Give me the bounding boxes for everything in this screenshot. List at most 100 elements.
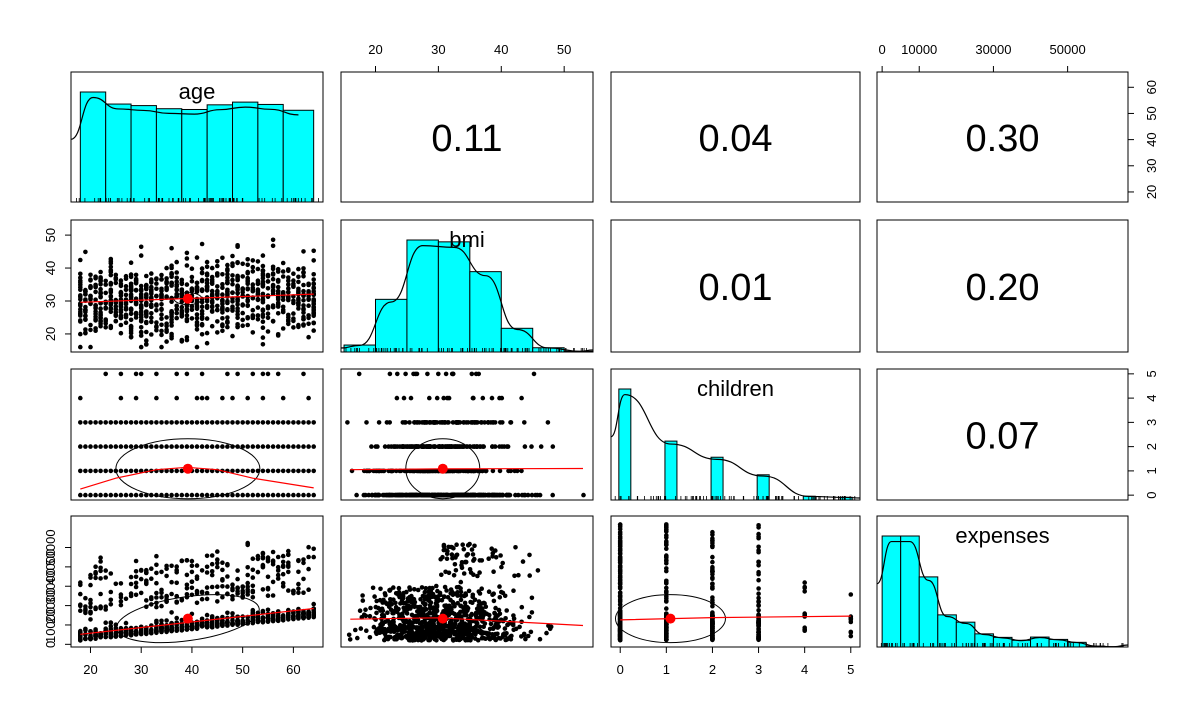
data-point	[270, 468, 276, 474]
data-point	[179, 304, 185, 310]
data-point	[164, 468, 169, 474]
data-point	[128, 307, 134, 313]
data-point	[184, 335, 190, 340]
data-point	[410, 468, 416, 474]
data-point	[189, 287, 195, 293]
data-point	[230, 277, 235, 283]
data-point	[286, 312, 291, 318]
data-point	[454, 468, 460, 474]
data-point	[108, 602, 114, 607]
data-point	[280, 571, 286, 577]
data-point	[189, 579, 195, 585]
data-point	[427, 585, 433, 591]
density-curve-expenses	[876, 540, 1129, 648]
data-point	[664, 634, 669, 639]
data-point	[149, 304, 154, 310]
data-point	[463, 628, 469, 634]
data-point	[444, 556, 450, 561]
data-point	[154, 395, 159, 401]
data-point	[133, 371, 139, 377]
data-point	[364, 420, 369, 425]
data-point	[422, 618, 427, 624]
data-point	[174, 284, 179, 289]
correlation-ellipse-children-expenses	[614, 594, 726, 644]
panel-frame-expenses-children	[610, 515, 861, 648]
data-point	[209, 288, 215, 294]
data-point	[199, 241, 205, 247]
data-point	[479, 586, 485, 591]
data-point	[108, 492, 114, 498]
data-point	[98, 559, 103, 564]
data-point	[174, 628, 179, 633]
data-point	[174, 259, 179, 265]
data-point	[164, 339, 169, 344]
data-point	[756, 523, 761, 528]
data-point	[225, 278, 230, 284]
mean-point-children-expenses	[665, 613, 676, 624]
data-point	[128, 292, 134, 297]
data-point	[179, 293, 185, 298]
data-point	[184, 282, 190, 287]
data-point	[220, 301, 225, 307]
data-point	[260, 308, 266, 314]
data-point	[108, 306, 114, 312]
data-point	[118, 290, 124, 296]
data-point	[483, 468, 488, 474]
data-point	[108, 620, 114, 626]
data-point	[144, 629, 149, 635]
data-point	[108, 589, 114, 595]
data-point	[265, 585, 271, 591]
data-point	[260, 395, 266, 401]
data-point	[385, 610, 390, 615]
data-point	[498, 636, 503, 641]
data-point	[235, 492, 240, 498]
data-point	[311, 281, 317, 287]
data-point	[270, 420, 276, 425]
data-point	[265, 304, 271, 309]
data-point	[174, 287, 179, 293]
data-point	[710, 576, 715, 582]
data-point	[470, 552, 476, 557]
data-point	[493, 555, 499, 560]
data-point	[550, 492, 555, 498]
data-point	[93, 492, 98, 498]
data-point	[164, 492, 169, 498]
data-point	[410, 638, 415, 643]
data-point	[93, 444, 98, 449]
tick-label-expenses-left: 40000	[43, 549, 58, 585]
data-point	[485, 420, 491, 425]
data-point	[250, 595, 256, 600]
data-point	[204, 272, 210, 278]
data-point	[311, 248, 317, 254]
tick-label-children-right: 3	[1144, 419, 1159, 426]
data-point	[169, 245, 174, 251]
data-point	[270, 549, 276, 555]
data-point	[245, 492, 250, 498]
data-point	[215, 263, 220, 269]
data-point	[493, 605, 498, 611]
data-point	[220, 622, 225, 627]
data-point	[453, 637, 458, 642]
data-point	[522, 444, 528, 449]
data-point	[250, 468, 256, 474]
data-point	[422, 602, 428, 608]
data-point	[306, 468, 311, 474]
data-point	[138, 630, 144, 636]
data-point	[194, 305, 200, 310]
data-point	[468, 634, 473, 639]
data-point	[93, 316, 98, 322]
data-point	[189, 316, 195, 321]
data-point	[83, 287, 88, 293]
data-point	[118, 283, 124, 289]
data-point	[508, 634, 513, 640]
data-point	[664, 637, 669, 643]
data-point	[138, 319, 144, 324]
data-point	[235, 324, 240, 330]
data-point	[225, 315, 230, 320]
data-point	[260, 284, 266, 289]
data-point	[215, 564, 220, 570]
data-point	[220, 272, 225, 277]
data-point	[445, 492, 450, 498]
data-point	[275, 572, 281, 578]
data-point	[435, 588, 440, 594]
